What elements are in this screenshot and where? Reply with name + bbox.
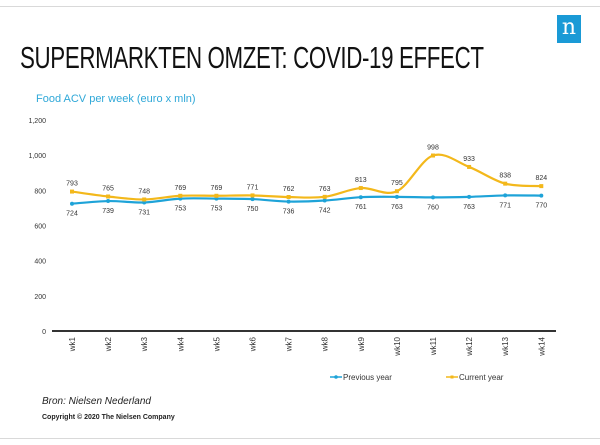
y-tick-label: 800: [34, 188, 46, 195]
x-tick-label: wk11: [429, 336, 438, 356]
previous-year-point: [322, 198, 327, 203]
x-axis-ticks: wk1 wk2 wk3 wk4 wk5 wk6 wk7 wk8 wk9 wk10 wk11 wk12 w…: [68, 336, 546, 356]
current-year-point: [214, 193, 219, 198]
legend-marker: [450, 375, 454, 379]
current-year-label: 795: [391, 180, 403, 187]
current-year-label: 793: [66, 181, 78, 188]
current-year-label: 769: [211, 185, 223, 192]
previous-year-point: [431, 195, 435, 200]
legend: Previous year Current year: [330, 373, 504, 382]
previous-year-label: 753: [174, 206, 186, 213]
x-tick-label: wk8: [321, 336, 330, 352]
y-tick-label: 400: [34, 259, 46, 266]
previous-year-label: 771: [499, 202, 511, 209]
x-tick-label: wk1: [68, 336, 77, 352]
previous-year-label: 731: [138, 209, 150, 216]
source-note: Bron: Nielsen Nederland: [42, 396, 151, 407]
x-tick-label: wk10: [393, 336, 402, 356]
current-year-point: [467, 164, 472, 169]
chart-title: Food ACV per week (euro x mln): [36, 93, 196, 105]
data-labels: 724 739 731 753 753 750 736 742 761 763 760 763 771 7…: [66, 145, 547, 218]
y-tick-label: 1,000: [28, 153, 46, 160]
x-tick-label: wk9: [357, 336, 366, 352]
y-tick-label: 0: [42, 329, 46, 336]
previous-year-label: 750: [247, 206, 259, 213]
previous-year-label: 763: [463, 204, 475, 211]
current-year-point: [503, 181, 508, 186]
x-tick-label: wk12: [465, 336, 474, 356]
current-year-label: 813: [355, 177, 367, 184]
previous-year-label: 739: [102, 208, 114, 215]
legend-label: Current year: [459, 373, 504, 382]
previous-year-point: [106, 199, 111, 204]
previous-year-label: 770: [535, 203, 547, 210]
x-tick-label: wk5: [212, 336, 221, 352]
previous-year-label: 760: [427, 204, 439, 211]
previous-year-point: [70, 201, 74, 206]
current-year-label: 933: [463, 156, 475, 163]
current-year-point: [394, 189, 399, 194]
previous-year-label: 736: [283, 209, 295, 216]
x-tick-label: wk14: [537, 336, 546, 356]
x-tick-label: wk6: [249, 336, 258, 352]
current-year-label: 748: [138, 188, 150, 195]
current-year-point: [178, 193, 183, 198]
previous-year-point: [358, 195, 363, 200]
y-tick-label: 600: [34, 224, 46, 231]
top-divider: [0, 6, 600, 7]
current-year-point: [431, 153, 435, 158]
bottom-divider: [0, 438, 600, 439]
legend-marker: [334, 375, 338, 379]
current-year-label: 771: [247, 184, 259, 191]
current-year-point: [250, 193, 255, 198]
current-year-point: [539, 184, 544, 189]
x-tick-label: wk13: [501, 336, 510, 356]
current-year-label: 838: [499, 173, 511, 180]
legend-label: Previous year: [343, 373, 392, 382]
current-year-point: [358, 186, 363, 191]
previous-year-label: 763: [391, 204, 403, 211]
previous-year-label: 724: [66, 211, 78, 218]
x-tick-label: wk2: [104, 336, 113, 352]
current-year-label: 763: [319, 186, 331, 193]
previous-year-point: [467, 194, 472, 199]
current-year-label: 824: [535, 175, 547, 182]
page-title: SUPERMARKTEN OMZET: COVID-19 EFFECT: [20, 40, 484, 75]
previous-year-point: [394, 194, 399, 199]
y-axis-ticks: 0 200 400 600 800 1,000 1,200: [28, 118, 46, 336]
nielsen-logo: n: [557, 15, 581, 43]
current-year-line: [71, 153, 542, 201]
previous-year-point: [286, 199, 291, 204]
copyright-note: Copyright © 2020 The Nielsen Company: [42, 414, 175, 421]
current-year-label: 762: [283, 186, 295, 193]
previous-year-label: 753: [211, 206, 223, 213]
x-tick-label: wk4: [176, 336, 185, 352]
previous-year-label: 761: [355, 204, 367, 211]
previous-year-line: [71, 194, 542, 205]
current-year-label: 765: [102, 185, 114, 192]
y-tick-label: 200: [34, 294, 46, 301]
current-year-point: [70, 189, 74, 194]
x-tick-label: wk3: [140, 336, 149, 352]
series-group: [70, 153, 544, 206]
previous-year-point: [503, 193, 508, 198]
previous-year-point: [250, 197, 255, 202]
x-tick-label: wk7: [285, 336, 294, 352]
y-tick-label: 1,200: [28, 118, 46, 125]
current-year-point: [142, 197, 147, 202]
current-year-label: 769: [174, 185, 186, 192]
previous-year-point: [539, 193, 544, 198]
current-year-point: [286, 195, 291, 200]
previous-year-label: 742: [319, 208, 331, 215]
current-year-point: [322, 194, 327, 199]
current-year-point: [106, 194, 111, 199]
current-year-label: 998: [427, 145, 439, 152]
